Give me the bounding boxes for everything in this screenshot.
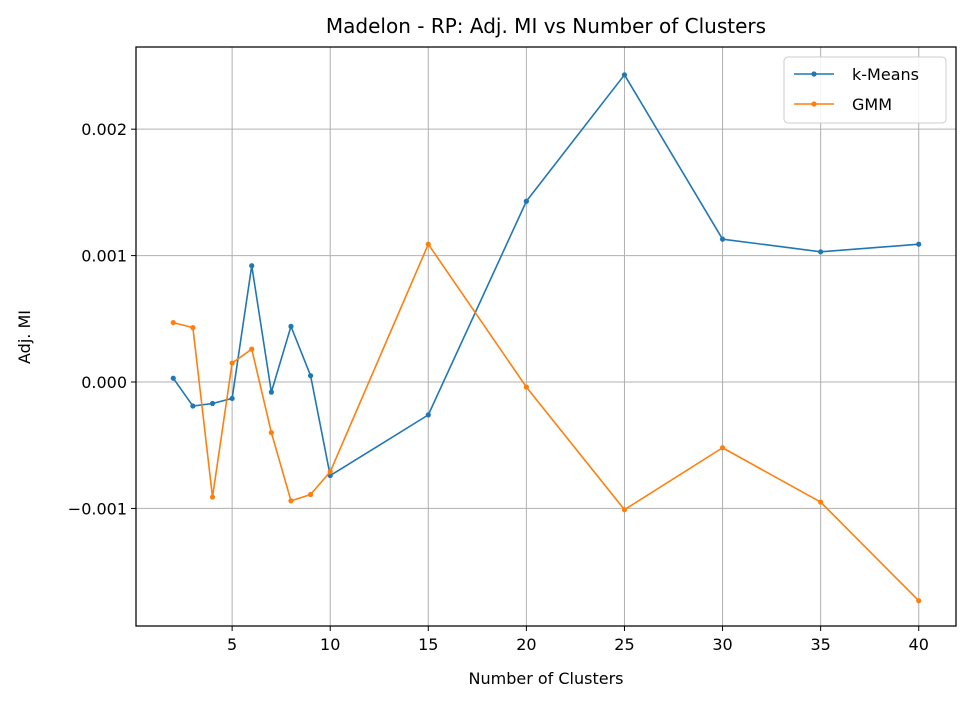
data-point: [327, 469, 333, 475]
data-point: [916, 241, 922, 247]
legend-marker-kmeans: [811, 71, 817, 77]
legend-label-kmeans: k-Means: [852, 65, 919, 84]
x-tick-label: 5: [227, 635, 237, 654]
data-point: [288, 323, 294, 329]
plot-frame: [135, 46, 957, 627]
x-tick-label: 40: [909, 635, 929, 654]
x-tick-label: 10: [320, 635, 340, 654]
data-point: [307, 491, 314, 498]
x-axis-ticks: 5 10 15 20 25 30 35 40: [227, 626, 929, 654]
data-point: [268, 429, 274, 436]
data-point: [916, 598, 922, 604]
y-tick-label: −0.001: [68, 499, 127, 518]
chart-title: Madelon - RP: Adj. MI vs Number of Clust…: [326, 14, 766, 38]
x-tick-label: 35: [810, 635, 830, 654]
data-point: [719, 445, 726, 451]
y-axis-ticks: −0.001 0.000 0.001 0.002: [68, 120, 136, 518]
data-point: [190, 403, 196, 409]
data-point: [719, 236, 726, 242]
data-point: [229, 395, 235, 402]
data-point: [249, 346, 255, 352]
data-point: [523, 384, 529, 390]
data-point: [229, 360, 235, 366]
data-point: [425, 412, 431, 418]
data-point: [209, 400, 216, 407]
legend-label-gmm: GMM: [852, 95, 892, 114]
data-point: [307, 373, 314, 379]
x-tick-label: 30: [712, 635, 732, 654]
data-point: [249, 263, 255, 269]
data-point: [268, 389, 274, 395]
data-point: [425, 241, 431, 247]
data-point: [190, 325, 196, 331]
y-tick-label: 0.000: [81, 373, 127, 392]
data-point: [621, 72, 628, 78]
data-point: [170, 319, 176, 326]
legend: k-Means GMM: [783, 56, 947, 124]
series-line-0: [172, 74, 919, 477]
data-point: [170, 375, 176, 381]
data-point: [523, 198, 529, 204]
x-axis-label: Number of Clusters: [469, 669, 624, 688]
x-tick-label: 25: [614, 635, 634, 654]
y-axis-label: Adj. MI: [15, 310, 34, 364]
series-layer: [170, 72, 922, 604]
grid: [136, 47, 956, 626]
series-line-1: [173, 243, 920, 602]
data-point: [818, 249, 824, 255]
x-tick-label: 15: [418, 635, 438, 654]
legend-marker-gmm: [811, 101, 817, 107]
data-point: [621, 507, 628, 513]
data-point: [818, 499, 824, 505]
y-tick-label: 0.001: [81, 247, 127, 266]
y-tick-label: 0.002: [81, 120, 127, 139]
data-point: [288, 498, 294, 504]
data-point: [209, 494, 216, 500]
x-tick-label: 20: [516, 635, 536, 654]
